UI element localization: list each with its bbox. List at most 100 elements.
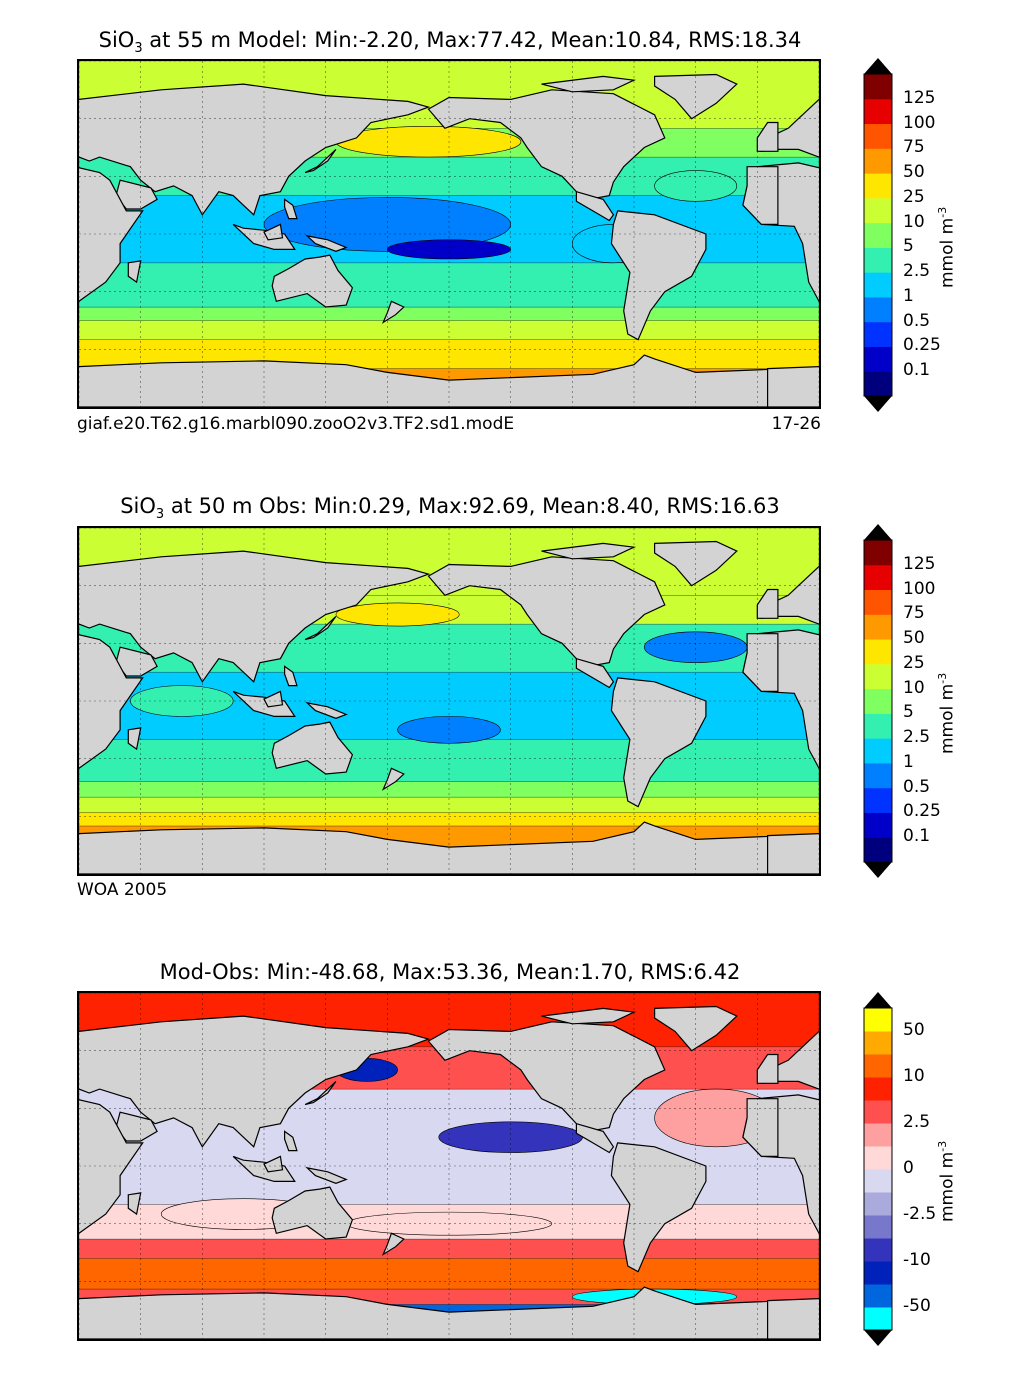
colorbar-segment (864, 148, 892, 174)
land-south-america (610, 1142, 707, 1273)
map-diff (77, 991, 821, 1341)
units-label: mmol m-3 (936, 1140, 958, 1222)
colorbar-extend-max (864, 524, 892, 540)
land-borneo (263, 1155, 284, 1173)
colorbar-segment (864, 1123, 892, 1147)
colorbar-segment (864, 371, 892, 397)
land-antarctica (766, 365, 819, 407)
colorbar-tick-label: 10 (903, 211, 925, 232)
colorbar-segment (864, 346, 892, 372)
land-central-america (575, 657, 615, 689)
colorbar-tick-label: 50 (903, 162, 925, 183)
panel-title: Mod-Obs: Min:-48.68, Max:53.36, Mean:1.7… (159, 960, 741, 984)
land-africa-west (742, 166, 779, 225)
colorbar-tick-label: 75 (903, 603, 925, 624)
field-contour (387, 239, 511, 260)
panel-title: SiO3 at 55 m Model: Min:-2.20, Max:77.42… (98, 28, 802, 56)
land-australia (271, 254, 354, 308)
colorbar-segment (864, 1008, 892, 1032)
colorbar-segment (864, 1031, 892, 1055)
land-new-guinea (305, 234, 348, 252)
colorbar-segment (864, 787, 892, 813)
colorbar-extend-min (864, 862, 892, 878)
colorbar-tick-label: 125 (903, 87, 936, 108)
colorbar-tick-label: 2.5 (903, 261, 931, 282)
land-europe-west (756, 121, 779, 152)
land-south-america (610, 210, 707, 341)
field-contour (438, 1121, 583, 1153)
colorbar-segment (864, 812, 892, 838)
map-canvas (79, 61, 819, 407)
colorbar-segment (864, 614, 892, 640)
land-borneo (263, 690, 284, 708)
land-eurasia (79, 83, 431, 216)
colorbar-segment (864, 1100, 892, 1124)
colorbar (858, 58, 898, 412)
colorbar-tick-label: 0.25 (903, 335, 941, 356)
colorbar-segment (864, 98, 892, 125)
colorbar-segment (864, 1146, 892, 1170)
land-australia (271, 721, 354, 775)
colorbar-tick-label: -10 (903, 1250, 931, 1270)
land-japan (304, 1080, 337, 1106)
land-antarctica (766, 832, 819, 874)
colorbar-segment (864, 272, 892, 298)
land-japan (304, 615, 337, 641)
colorbar-segment (864, 1261, 892, 1285)
colorbar-segment (864, 123, 892, 149)
colorbar-segment (864, 1307, 892, 1331)
land-antarctica (79, 1286, 789, 1339)
land-arctic-islands (541, 1007, 637, 1025)
land-central-america (575, 1122, 615, 1154)
colorbar-tick-label: 5 (903, 236, 914, 257)
land-philippines (284, 198, 298, 220)
source-caption: WOA 2005 (77, 880, 168, 900)
land-africa (79, 167, 144, 303)
colorbar-segment (864, 837, 892, 863)
land-madagascar (127, 260, 142, 284)
land-antarctica (79, 354, 789, 407)
land-africa (79, 634, 144, 770)
colorbar-tick-label: 100 (903, 112, 936, 133)
colorbar-segment (864, 1077, 892, 1101)
colorbar-tick-label: 125 (903, 553, 936, 574)
land-europe-west (756, 588, 779, 619)
colorbar-extend-max (864, 58, 892, 74)
colorbar-tick-label: 10 (903, 1066, 925, 1086)
map-canvas (79, 993, 819, 1339)
map-obs (77, 526, 821, 876)
land-antarctica (79, 821, 789, 874)
colorbar-segment (864, 1284, 892, 1308)
colorbar-extend-max (864, 992, 892, 1008)
land-arctic-islands (541, 75, 637, 93)
colorbar-segment (864, 247, 892, 273)
colorbar-tick-label: 1 (903, 285, 914, 306)
panel-model: SiO3 at 55 m Model: Min:-2.20, Max:77.42… (0, 0, 1011, 460)
colorbar-segment (864, 738, 892, 764)
land-africa-west (742, 633, 779, 692)
colorbar-tick-label: 0.1 (903, 826, 931, 847)
colorbar-tick-label: 25 (903, 186, 925, 207)
colorbar-tick-label: 0 (903, 1158, 914, 1178)
colorbar-segment (864, 1169, 892, 1193)
colorbar-tick-label: 5 (903, 702, 914, 723)
colorbar-tick-label: 50 (903, 628, 925, 649)
colorbar-segment (864, 321, 892, 347)
colorbar-tick-label: 75 (903, 137, 925, 158)
colorbar-tick-label: 2.5 (903, 727, 931, 748)
colorbar-segment (864, 1215, 892, 1239)
colorbar-tick-label: -50 (903, 1296, 931, 1316)
land-new-guinea (305, 701, 348, 719)
colorbar-extend-min (864, 1330, 892, 1346)
land-new-zealand (381, 300, 405, 324)
colorbar-segment (864, 222, 892, 248)
land-new-zealand (381, 767, 405, 791)
colorbar-segment (864, 663, 892, 690)
colorbar-tick-label: 1 (903, 751, 914, 772)
land-eurasia (79, 550, 431, 683)
land-borneo (263, 223, 284, 241)
land-philippines (284, 1130, 298, 1152)
land-madagascar (127, 1192, 142, 1216)
colorbar-canvas (863, 524, 893, 878)
land-new-guinea (305, 1166, 348, 1184)
